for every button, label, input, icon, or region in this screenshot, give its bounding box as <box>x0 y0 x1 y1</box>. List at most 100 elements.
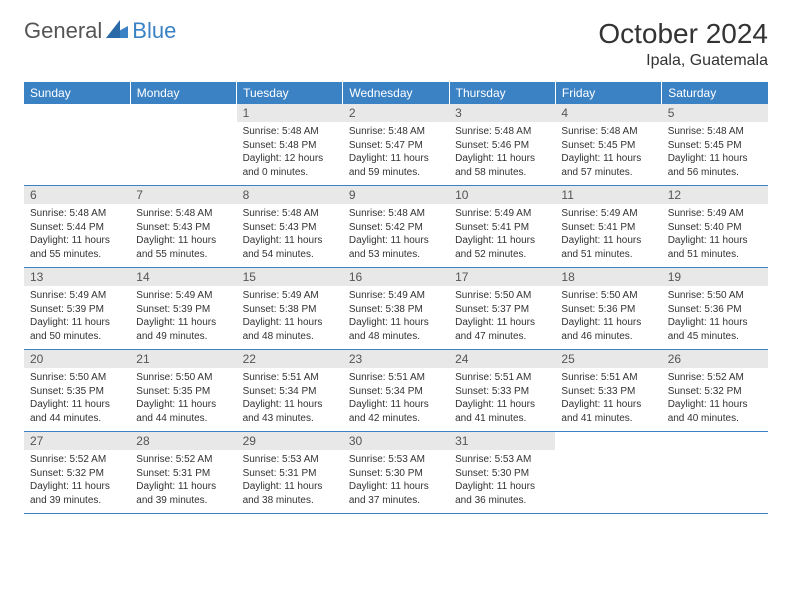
daylight-text-2: and 49 minutes. <box>136 330 230 344</box>
sunrise-text: Sunrise: 5:48 AM <box>561 125 655 139</box>
calendar-day-cell <box>662 432 768 514</box>
weekday-header: Sunday <box>24 82 130 104</box>
daylight-text-2: and 48 minutes. <box>349 330 443 344</box>
day-number: 15 <box>237 268 343 286</box>
daylight-text-2: and 39 minutes. <box>30 494 124 508</box>
calendar-day-cell: 13Sunrise: 5:49 AMSunset: 5:39 PMDayligh… <box>24 268 130 350</box>
sunset-text: Sunset: 5:31 PM <box>243 467 337 481</box>
daylight-text-2: and 45 minutes. <box>668 330 762 344</box>
sunrise-text: Sunrise: 5:48 AM <box>668 125 762 139</box>
day-number: 8 <box>237 186 343 204</box>
day-number: 23 <box>343 350 449 368</box>
day-content: Sunrise: 5:53 AMSunset: 5:30 PMDaylight:… <box>343 450 449 513</box>
day-number: 9 <box>343 186 449 204</box>
sunset-text: Sunset: 5:47 PM <box>349 139 443 153</box>
sunset-text: Sunset: 5:41 PM <box>561 221 655 235</box>
daylight-text-1: Daylight: 12 hours <box>243 152 337 166</box>
calendar-week-row: 13Sunrise: 5:49 AMSunset: 5:39 PMDayligh… <box>24 268 768 350</box>
logo-text-general: General <box>24 18 102 44</box>
day-number: 16 <box>343 268 449 286</box>
month-title: October 2024 <box>598 18 768 50</box>
day-content: Sunrise: 5:49 AMSunset: 5:38 PMDaylight:… <box>237 286 343 349</box>
calendar-day-cell: 29Sunrise: 5:53 AMSunset: 5:31 PMDayligh… <box>237 432 343 514</box>
day-number <box>555 432 661 450</box>
weekday-header: Saturday <box>662 82 768 104</box>
sunset-text: Sunset: 5:45 PM <box>668 139 762 153</box>
sunset-text: Sunset: 5:32 PM <box>30 467 124 481</box>
calendar-day-cell <box>555 432 661 514</box>
sunrise-text: Sunrise: 5:51 AM <box>455 371 549 385</box>
sunset-text: Sunset: 5:31 PM <box>136 467 230 481</box>
day-number: 13 <box>24 268 130 286</box>
sunrise-text: Sunrise: 5:48 AM <box>349 125 443 139</box>
calendar-day-cell: 7Sunrise: 5:48 AMSunset: 5:43 PMDaylight… <box>130 186 236 268</box>
sunrise-text: Sunrise: 5:49 AM <box>668 207 762 221</box>
day-number <box>662 432 768 450</box>
daylight-text-1: Daylight: 11 hours <box>136 398 230 412</box>
day-content <box>130 122 236 180</box>
sunrise-text: Sunrise: 5:48 AM <box>243 207 337 221</box>
sunrise-text: Sunrise: 5:49 AM <box>136 289 230 303</box>
day-content: Sunrise: 5:49 AMSunset: 5:38 PMDaylight:… <box>343 286 449 349</box>
day-number: 21 <box>130 350 236 368</box>
day-content: Sunrise: 5:48 AMSunset: 5:48 PMDaylight:… <box>237 122 343 185</box>
daylight-text-2: and 46 minutes. <box>561 330 655 344</box>
weekday-header: Thursday <box>449 82 555 104</box>
day-content: Sunrise: 5:50 AMSunset: 5:37 PMDaylight:… <box>449 286 555 349</box>
calendar-day-cell: 2Sunrise: 5:48 AMSunset: 5:47 PMDaylight… <box>343 104 449 186</box>
daylight-text-1: Daylight: 11 hours <box>561 234 655 248</box>
calendar-day-cell: 8Sunrise: 5:48 AMSunset: 5:43 PMDaylight… <box>237 186 343 268</box>
calendar-day-cell: 19Sunrise: 5:50 AMSunset: 5:36 PMDayligh… <box>662 268 768 350</box>
daylight-text-2: and 38 minutes. <box>243 494 337 508</box>
day-content <box>662 450 768 508</box>
calendar-day-cell: 6Sunrise: 5:48 AMSunset: 5:44 PMDaylight… <box>24 186 130 268</box>
sunrise-text: Sunrise: 5:50 AM <box>455 289 549 303</box>
sunrise-text: Sunrise: 5:50 AM <box>136 371 230 385</box>
calendar-day-cell: 20Sunrise: 5:50 AMSunset: 5:35 PMDayligh… <box>24 350 130 432</box>
day-content: Sunrise: 5:50 AMSunset: 5:36 PMDaylight:… <box>555 286 661 349</box>
sunset-text: Sunset: 5:34 PM <box>349 385 443 399</box>
sunrise-text: Sunrise: 5:48 AM <box>30 207 124 221</box>
day-content: Sunrise: 5:51 AMSunset: 5:33 PMDaylight:… <box>449 368 555 431</box>
daylight-text-1: Daylight: 11 hours <box>455 234 549 248</box>
daylight-text-1: Daylight: 11 hours <box>668 152 762 166</box>
day-content: Sunrise: 5:48 AMSunset: 5:45 PMDaylight:… <box>555 122 661 185</box>
day-number: 2 <box>343 104 449 122</box>
day-content: Sunrise: 5:50 AMSunset: 5:35 PMDaylight:… <box>24 368 130 431</box>
daylight-text-1: Daylight: 11 hours <box>561 152 655 166</box>
daylight-text-2: and 52 minutes. <box>455 248 549 262</box>
day-content: Sunrise: 5:51 AMSunset: 5:34 PMDaylight:… <box>343 368 449 431</box>
daylight-text-1: Daylight: 11 hours <box>561 398 655 412</box>
day-content <box>555 450 661 508</box>
calendar-day-cell: 4Sunrise: 5:48 AMSunset: 5:45 PMDaylight… <box>555 104 661 186</box>
daylight-text-1: Daylight: 11 hours <box>30 316 124 330</box>
calendar-day-cell: 25Sunrise: 5:51 AMSunset: 5:33 PMDayligh… <box>555 350 661 432</box>
daylight-text-1: Daylight: 11 hours <box>30 234 124 248</box>
sunset-text: Sunset: 5:43 PM <box>136 221 230 235</box>
sunset-text: Sunset: 5:38 PM <box>349 303 443 317</box>
sunrise-text: Sunrise: 5:51 AM <box>243 371 337 385</box>
calendar-day-cell: 3Sunrise: 5:48 AMSunset: 5:46 PMDaylight… <box>449 104 555 186</box>
daylight-text-2: and 55 minutes. <box>136 248 230 262</box>
day-number: 11 <box>555 186 661 204</box>
day-content: Sunrise: 5:48 AMSunset: 5:43 PMDaylight:… <box>237 204 343 267</box>
daylight-text-1: Daylight: 11 hours <box>668 316 762 330</box>
day-content: Sunrise: 5:52 AMSunset: 5:32 PMDaylight:… <box>662 368 768 431</box>
calendar-day-cell: 12Sunrise: 5:49 AMSunset: 5:40 PMDayligh… <box>662 186 768 268</box>
daylight-text-1: Daylight: 11 hours <box>349 316 443 330</box>
sunset-text: Sunset: 5:42 PM <box>349 221 443 235</box>
location: Ipala, Guatemala <box>598 52 768 70</box>
day-content: Sunrise: 5:48 AMSunset: 5:43 PMDaylight:… <box>130 204 236 267</box>
sunrise-text: Sunrise: 5:51 AM <box>349 371 443 385</box>
day-number: 12 <box>662 186 768 204</box>
sunrise-text: Sunrise: 5:49 AM <box>349 289 443 303</box>
daylight-text-1: Daylight: 11 hours <box>349 234 443 248</box>
day-number: 14 <box>130 268 236 286</box>
daylight-text-2: and 41 minutes. <box>455 412 549 426</box>
calendar-week-row: 1Sunrise: 5:48 AMSunset: 5:48 PMDaylight… <box>24 104 768 186</box>
sunset-text: Sunset: 5:41 PM <box>455 221 549 235</box>
calendar-day-cell: 1Sunrise: 5:48 AMSunset: 5:48 PMDaylight… <box>237 104 343 186</box>
daylight-text-2: and 42 minutes. <box>349 412 443 426</box>
day-number: 3 <box>449 104 555 122</box>
day-content: Sunrise: 5:49 AMSunset: 5:39 PMDaylight:… <box>24 286 130 349</box>
